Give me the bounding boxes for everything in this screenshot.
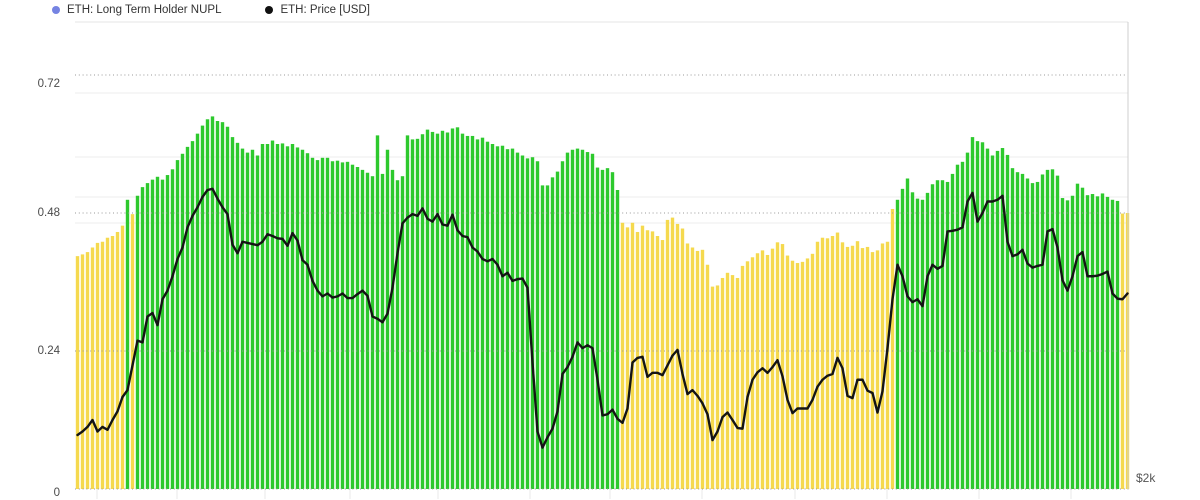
y-axis-tick-0: 0 xyxy=(53,487,60,499)
right-axis-price-tick: $2k xyxy=(1136,471,1156,485)
y-axis-tick-024: 0.24 xyxy=(37,345,60,357)
legend-label-nupl: ETH: Long Term Holder NUPL xyxy=(67,4,222,16)
legend-item-price[interactable]: ETH: Price [USD] xyxy=(265,4,370,16)
x-axis-ticks xyxy=(96,489,1072,499)
plot-borders xyxy=(75,21,1129,490)
legend-item-nupl[interactable]: ETH: Long Term Holder NUPL xyxy=(52,4,221,16)
price-line xyxy=(76,187,1129,449)
y-axis-tick-048: 0.48 xyxy=(37,207,60,219)
series-dot-icon xyxy=(52,6,60,14)
chart-legend: ETH: Long Term Holder NUPL ETH: Price [U… xyxy=(52,4,370,16)
y-axis-tick-072: 0.72 xyxy=(37,78,60,90)
series-dot-icon xyxy=(265,6,274,14)
nupl-gridlines xyxy=(75,74,1128,490)
nupl-bars xyxy=(75,116,1130,490)
legend-label-price: ETH: Price [USD] xyxy=(280,4,370,16)
